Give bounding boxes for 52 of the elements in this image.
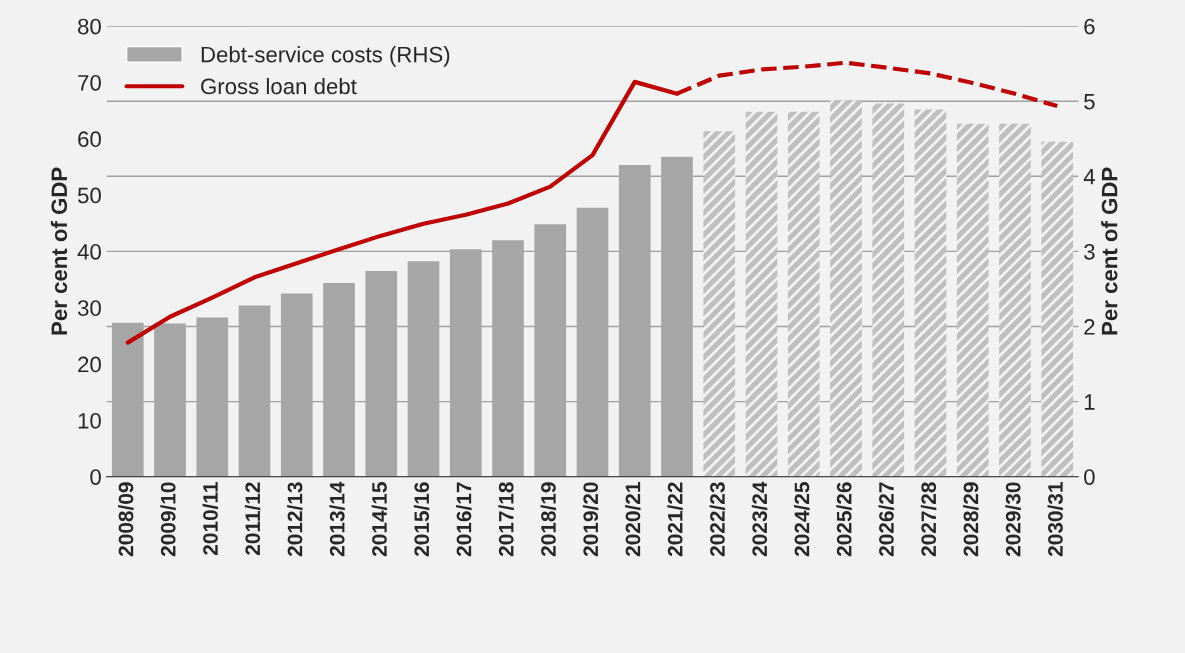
x-tick-label: 2025/26 xyxy=(836,482,852,557)
x-tick-label: 2026/27 xyxy=(878,482,895,557)
legend-label: Gross loan debt xyxy=(201,77,357,95)
x-tick-label: 2008/09 xyxy=(118,482,134,557)
y-tick-label: 10 xyxy=(78,412,101,429)
x-tick-label: 2011/12 xyxy=(244,482,261,555)
y2-tick-label: 1 xyxy=(1084,394,1095,410)
x-tick-label: 2021/22 xyxy=(667,482,683,557)
x-tick-label: 2024/25 xyxy=(794,482,810,557)
x-tick-label: 2020/21 xyxy=(625,482,641,557)
y2-tick-label: 3 xyxy=(1084,243,1095,260)
x-tick-label: 2019/20 xyxy=(582,482,599,557)
bar xyxy=(745,111,778,477)
y-axis-title: Per cent of GDP xyxy=(50,167,68,335)
y-tick-label: 70 xyxy=(78,74,101,91)
y-tick-label: 50 xyxy=(77,187,101,204)
x-tick-label: 2022/23 xyxy=(709,482,726,557)
bar xyxy=(830,100,862,477)
x-tick-label: 2029/30 xyxy=(1005,482,1021,557)
x-tick-label: 2015/16 xyxy=(413,482,430,557)
y2-tick-label: 2 xyxy=(1084,319,1095,335)
y-tick-label: 40 xyxy=(77,243,101,260)
x-tick-label: 2017/18 xyxy=(498,482,514,557)
y2-tick-label: 0 xyxy=(1084,469,1095,485)
x-tick-label: 2014/15 xyxy=(371,482,388,557)
bar xyxy=(787,111,820,477)
bar xyxy=(872,103,905,477)
y2-tick-label: 6 xyxy=(1084,18,1095,35)
y-tick-label: 60 xyxy=(78,131,101,148)
y2-tick-label: 4 xyxy=(1083,169,1095,185)
y2-axis-title: Per cent of GDP xyxy=(1101,167,1118,335)
x-tick-label: 2012/13 xyxy=(287,482,303,557)
x-tick-label: 2010/11 xyxy=(202,482,219,555)
bar xyxy=(1041,141,1074,477)
bar xyxy=(914,109,947,477)
x-tick-label: 2013/14 xyxy=(329,481,345,557)
bar xyxy=(999,123,1031,477)
y-tick-label: 30 xyxy=(77,300,101,316)
x-tick-label: 2027/28 xyxy=(920,482,937,557)
bar xyxy=(703,131,736,477)
x-tick-label: 2030/31 xyxy=(1047,482,1064,557)
bar xyxy=(956,123,989,477)
y-tick-label: 20 xyxy=(78,356,101,373)
x-tick-label: 2028/29 xyxy=(963,482,979,557)
x-tick-label: 2023/24 xyxy=(751,481,768,557)
y-tick-label: 80 xyxy=(78,18,101,35)
y2-tick-label: 5 xyxy=(1084,93,1095,110)
x-tick-label: 2018/19 xyxy=(540,482,557,557)
x-tick-label: 2016/17 xyxy=(456,482,472,557)
legend-label: Debt-service costs (RHS) xyxy=(201,46,450,67)
x-tick-label: 2009/10 xyxy=(160,482,176,557)
y-tick-label: 0 xyxy=(90,469,101,485)
